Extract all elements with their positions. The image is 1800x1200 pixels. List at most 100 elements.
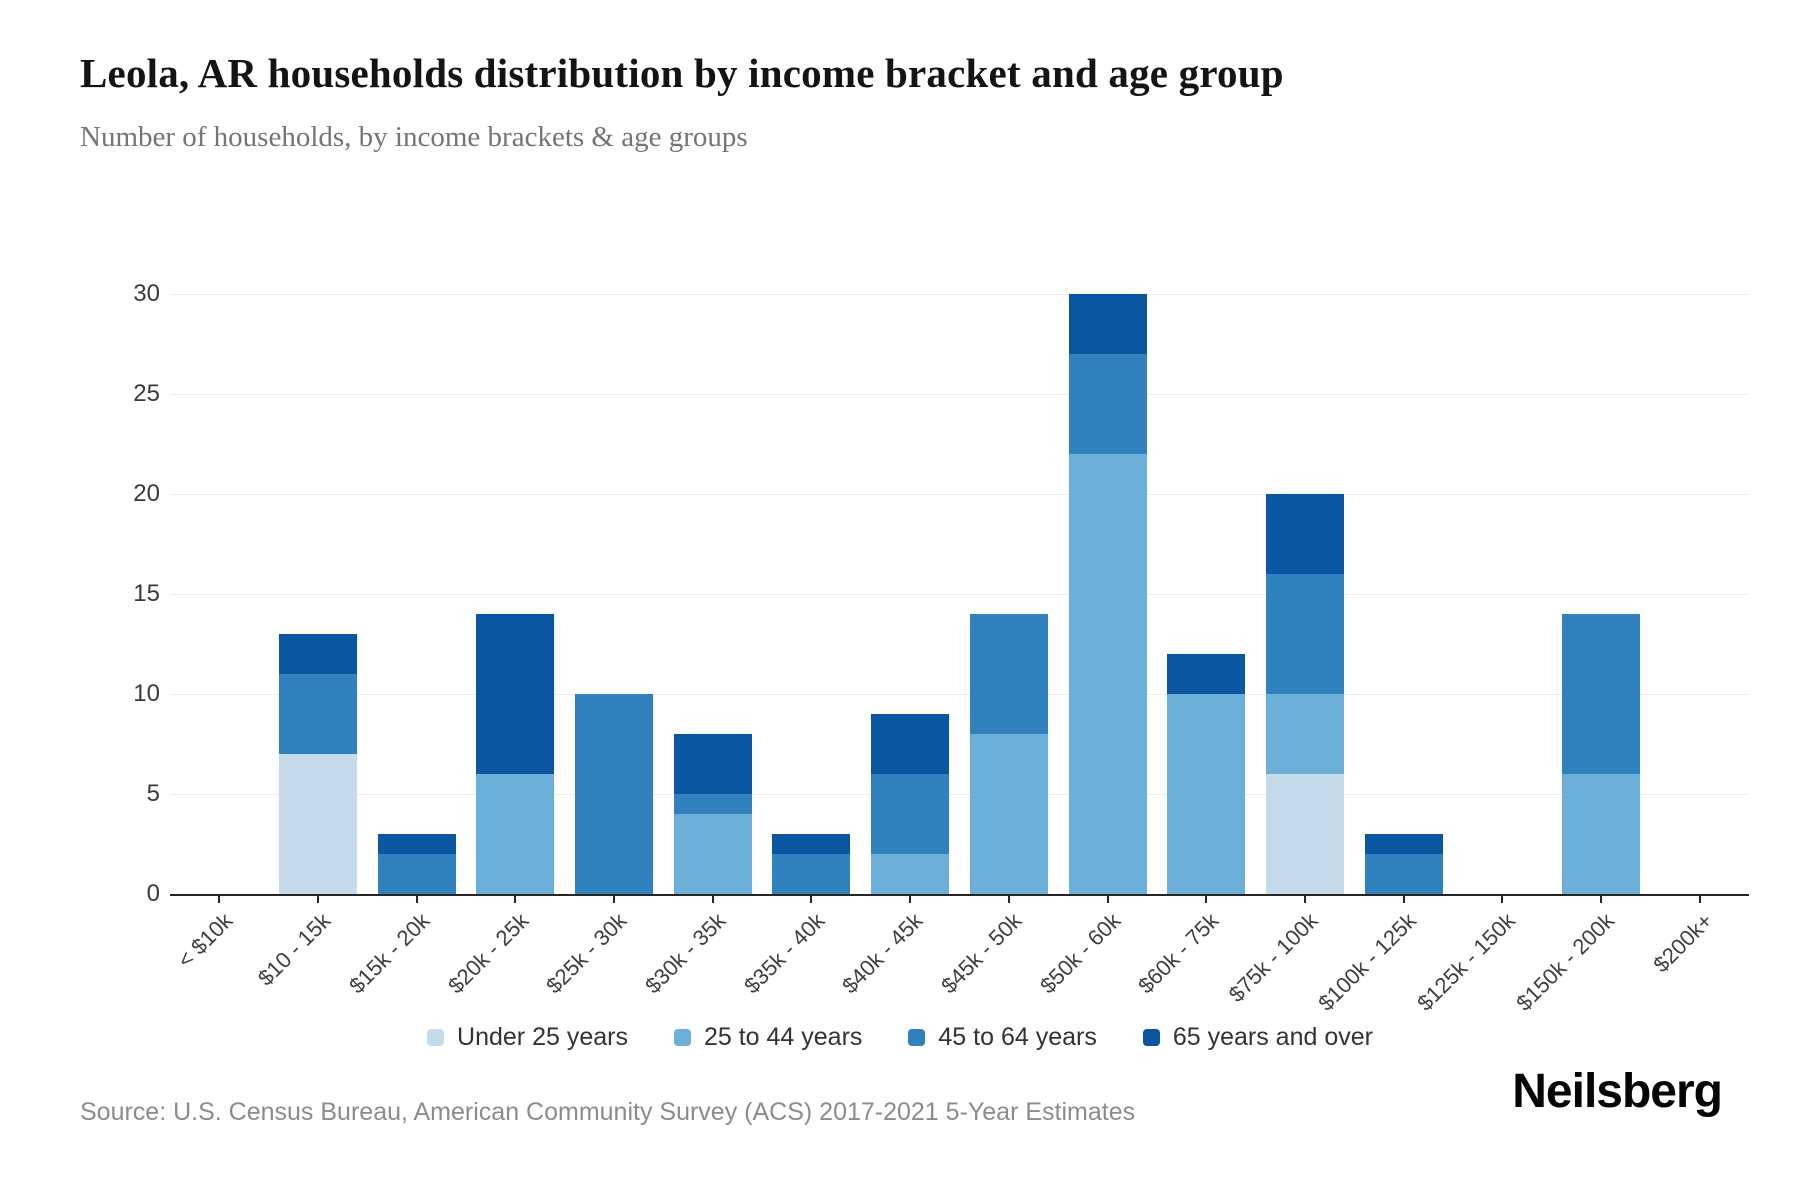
- bar-segment[interactable]: [772, 854, 851, 895]
- stacked-bar-20k-25k: [476, 614, 555, 895]
- bar-segment[interactable]: [871, 714, 950, 775]
- plot-area: 0 5 10 15 20 25 30: [133, 280, 1749, 907]
- bar-slot: [367, 294, 466, 895]
- bar-slot: [1157, 294, 1256, 895]
- bar-segment[interactable]: [575, 694, 654, 895]
- gridline-y-20: [170, 494, 1749, 496]
- stacked-bar-45k-50k: [969, 614, 1048, 895]
- x-axis-tick-label: $75k - 100k: [1223, 908, 1323, 1008]
- bar-segment[interactable]: [1561, 774, 1640, 895]
- bar-segment[interactable]: [1265, 574, 1344, 695]
- bar-slot: [269, 294, 368, 895]
- legend-swatch-icon: [908, 1028, 926, 1046]
- x-axis-tick: [711, 896, 714, 904]
- stacked-bar-10-15k: [279, 634, 357, 895]
- stacked-bar-40k-45k: [871, 714, 950, 895]
- bar-segment[interactable]: [969, 734, 1048, 895]
- stacked-bar-35k-40k: [772, 834, 851, 895]
- y-axis-tick-label: 15: [133, 580, 160, 608]
- x-axis-tick-label: $30k - 35k: [640, 908, 731, 999]
- legend-item-45-to-64-years[interactable]: 45 to 64 years: [908, 1023, 1097, 1052]
- y-axis-tick-label: 25: [133, 380, 160, 408]
- gridline-y-15: [170, 594, 1749, 596]
- bar-segment[interactable]: [1167, 694, 1246, 895]
- bar-segment[interactable]: [279, 674, 357, 755]
- x-axis-tick-label: $100k - 125k: [1313, 908, 1422, 1016]
- bar-segment[interactable]: [1068, 354, 1147, 455]
- stacked-bar-chart: 0 5 10 15 20 25 30 < $10k $10 - 15k $15k - 20k $2…: [0, 280, 1800, 1054]
- x-axis-tick: [1402, 896, 1405, 904]
- footer: Source: U.S. Census Bureau, American Com…: [0, 1064, 1800, 1127]
- bar-segment[interactable]: [1364, 854, 1443, 895]
- legend-item-25-to-44-years[interactable]: 25 to 44 years: [673, 1023, 862, 1052]
- stacked-bar-150k-200k: [1561, 614, 1640, 895]
- bar-segment[interactable]: [1364, 834, 1443, 855]
- bar-slot: [565, 294, 664, 895]
- bar-slot: [170, 294, 269, 894]
- stacked-bar-60k-75k: [1167, 654, 1246, 895]
- bar-segment[interactable]: [673, 794, 752, 815]
- bar-segment[interactable]: [871, 854, 950, 895]
- x-axis-tick: [317, 896, 320, 904]
- bar-segment[interactable]: [871, 774, 950, 855]
- x-axis-labels: < $10k $10 - 15k $15k - 20k $20k - 25k $25k …: [170, 896, 1749, 1016]
- bar-segment[interactable]: [1561, 614, 1640, 775]
- bar-segment[interactable]: [1167, 654, 1246, 695]
- x-axis-tick-label: $200k+: [1648, 908, 1718, 978]
- x-axis-tick: [613, 896, 616, 904]
- x-axis-tick: [1303, 896, 1306, 904]
- legend-item-under-25-years[interactable]: Under 25 years: [427, 1023, 628, 1052]
- x-axis-tick-label: $15k - 20k: [344, 908, 435, 999]
- chart-title: Leola, AR households distribution by inc…: [80, 50, 1284, 96]
- bar-segment[interactable]: [377, 834, 456, 855]
- bar-segment[interactable]: [1068, 294, 1147, 355]
- gridline-y-10: [170, 694, 1749, 696]
- x-axis-tick: [514, 896, 517, 904]
- bar-segment[interactable]: [673, 734, 752, 795]
- stacked-bar-50k-60k: [1068, 294, 1147, 895]
- x-axis-tick: [1698, 896, 1701, 904]
- bars-container: [170, 294, 1749, 895]
- bar-slot: [1650, 294, 1749, 894]
- bar-segment[interactable]: [476, 774, 555, 895]
- legend-swatch-icon: [427, 1028, 445, 1046]
- bar-slot: [1453, 294, 1552, 894]
- y-axis-tick-label: 30: [133, 280, 160, 308]
- bar-segment[interactable]: [279, 754, 357, 895]
- bar-segment[interactable]: [772, 834, 851, 855]
- bar-segment[interactable]: [969, 614, 1048, 735]
- legend-swatch-icon: [1142, 1028, 1160, 1046]
- bar-slot: [1552, 294, 1651, 895]
- y-axis-tick-label: 5: [146, 780, 160, 808]
- legend-item-65-years-and-over[interactable]: 65 years and over: [1142, 1023, 1373, 1052]
- bar-segment[interactable]: [673, 814, 752, 895]
- bar-segment[interactable]: [377, 854, 456, 895]
- bar-slot: [466, 294, 565, 895]
- bar-segment[interactable]: [1265, 774, 1344, 895]
- x-axis-tick-label: $45k - 50k: [936, 908, 1027, 999]
- x-axis-tick-label: $60k - 75k: [1133, 908, 1224, 999]
- x-axis-tick: [1501, 896, 1504, 904]
- bar-slot: [1058, 294, 1157, 895]
- x-axis-tick-label: $10 - 15k: [253, 908, 336, 991]
- x-axis-tick: [1599, 896, 1602, 904]
- x-axis-tick-label: $125k - 150k: [1412, 908, 1520, 1016]
- legend-label: Under 25 years: [457, 1022, 628, 1051]
- bar-segment[interactable]: [1265, 694, 1344, 775]
- x-axis-tick: [415, 896, 418, 904]
- neilsberg-logo: Neilsberg: [1512, 1065, 1723, 1119]
- bar-segment[interactable]: [476, 614, 555, 775]
- stacked-bar-25k-30k: [575, 694, 654, 895]
- bar-slot: [861, 294, 960, 895]
- bar-segment[interactable]: [279, 634, 357, 675]
- stacked-bar-75k-100k: [1265, 494, 1344, 895]
- x-axis-tick-label: $25k - 30k: [541, 908, 632, 999]
- bar-segment[interactable]: [1265, 494, 1344, 575]
- y-axis-tick-label: 20: [133, 480, 160, 508]
- x-axis-tick-label: $50k - 60k: [1034, 908, 1126, 999]
- legend-swatch-icon: [673, 1028, 691, 1046]
- bar-segment[interactable]: [1068, 454, 1147, 895]
- x-axis-tick: [218, 896, 221, 904]
- x-axis-tick: [909, 896, 912, 904]
- bar-slot: [1354, 294, 1453, 895]
